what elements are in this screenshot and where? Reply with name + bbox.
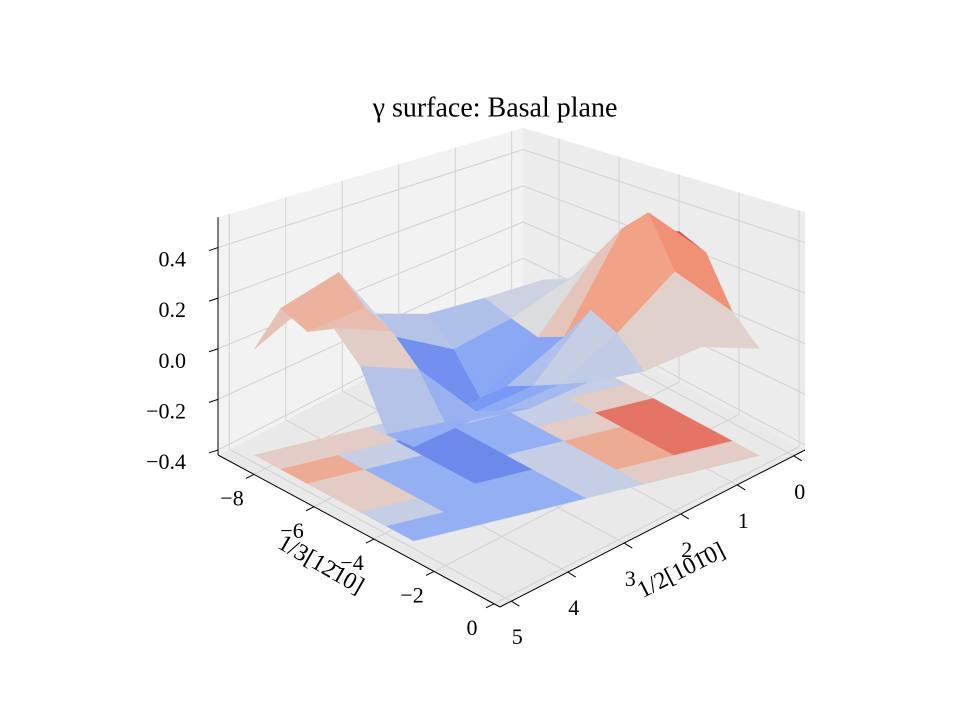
y-axis-line [499,449,806,608]
x-tick [245,473,255,479]
z-tick [208,449,219,454]
grid-line [522,149,806,244]
grid-line [217,149,524,249]
x-tick [425,570,435,576]
grid-line [229,448,512,602]
x-tick-label: −2 [400,582,423,607]
z-tick-label: 0.4 [159,247,187,272]
floor-contour [673,440,760,471]
y-tick-label: 3 [625,566,636,591]
x-tick-label: −4 [340,550,363,575]
z-tick-label: 0.0 [159,348,187,373]
x-tick-label: −8 [220,485,243,510]
y-tick-label: 2 [681,537,692,562]
x-tick [305,506,315,512]
y-tick-label: 0 [794,479,805,504]
z-tick-label: −0.2 [146,398,186,423]
x-tick-label: −6 [280,518,303,543]
y-tick-label: 4 [568,595,579,620]
y-tick [793,455,802,462]
y-tick [736,484,746,491]
y-tick [511,600,520,607]
y-tick [680,513,690,520]
left-pane [218,127,523,456]
x-tick [365,538,375,544]
z-tick [208,348,219,353]
y-tick [567,571,577,578]
x-tick [485,603,495,609]
chart-title: γ surface: Basal plane [372,92,618,123]
z-tick [208,297,219,302]
grid-line [217,185,524,299]
z-tick-label: 0.2 [159,297,187,322]
y-tick-label: 1 [738,508,749,533]
x-tick-label: 0 [467,615,478,640]
z-tick [208,398,219,403]
x-axis-line [217,454,501,608]
grid-line [493,446,800,605]
surface-patch [386,419,472,448]
z-tick [208,247,219,252]
y-tick-label: 5 [512,624,523,649]
z-tick-label: −0.4 [146,449,186,474]
y-tick [623,542,633,549]
